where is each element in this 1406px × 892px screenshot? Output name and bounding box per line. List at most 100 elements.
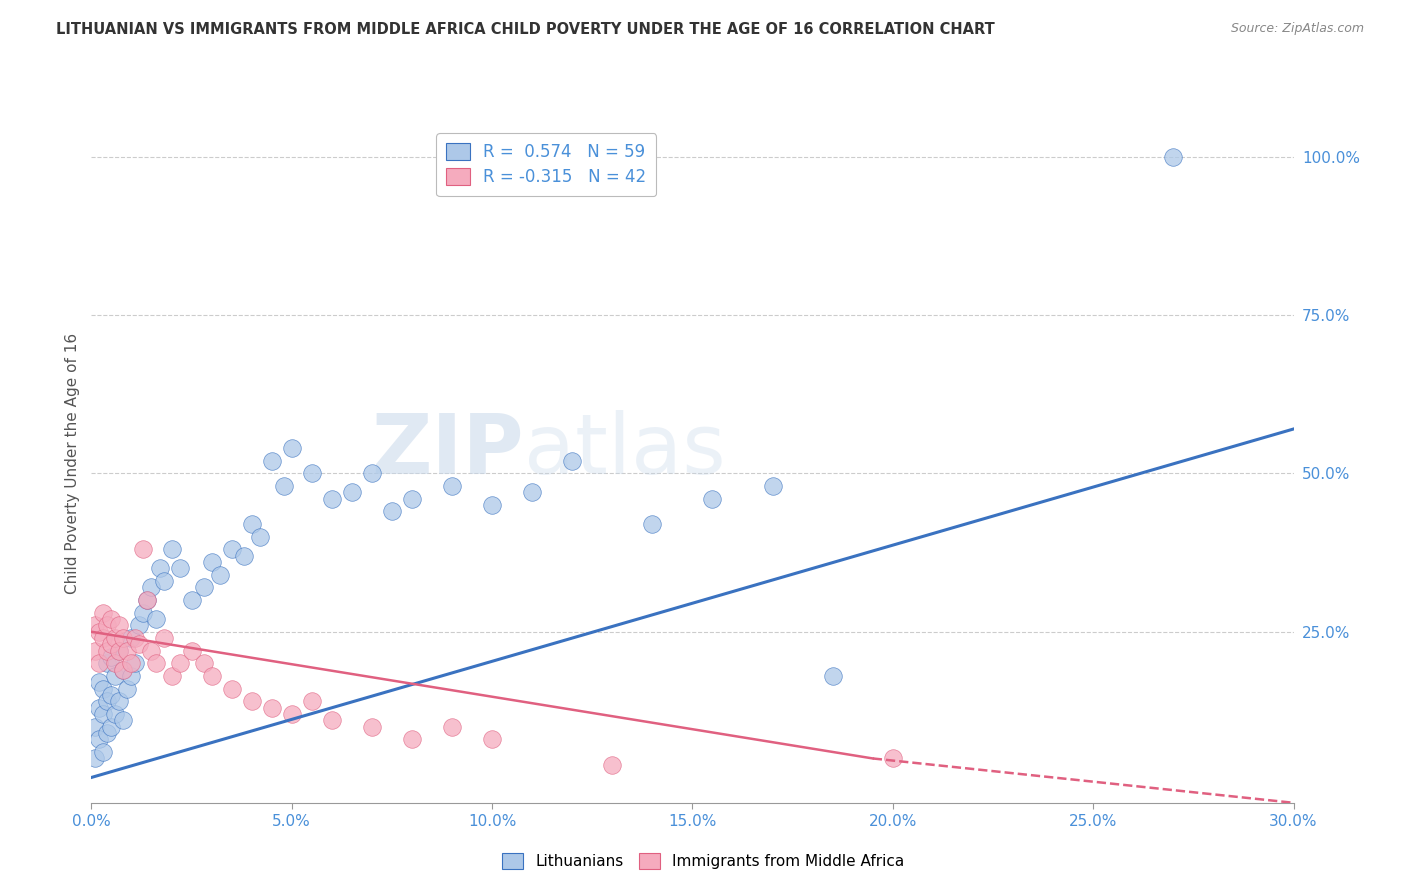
Point [221, 681, 243, 696]
Point [221, 542, 243, 557]
Point [1163, 150, 1185, 164]
Point [481, 732, 503, 747]
Point [100, 637, 122, 651]
Point [260, 453, 283, 467]
Point [104, 631, 127, 645]
Point [301, 467, 323, 481]
Point [128, 618, 150, 632]
Point [89, 624, 111, 639]
Point [193, 657, 215, 671]
Text: LITHUANIAN VS IMMIGRANTS FROM MIDDLE AFRICA CHILD POVERTY UNDER THE AGE OF 16 CO: LITHUANIAN VS IMMIGRANTS FROM MIDDLE AFR… [56, 22, 995, 37]
Point [100, 650, 122, 665]
Point [440, 479, 463, 493]
Point [89, 675, 111, 690]
Point [152, 574, 174, 588]
Point [821, 669, 844, 683]
Point [100, 612, 122, 626]
Point [180, 644, 202, 658]
Text: atlas: atlas [524, 409, 725, 491]
Point [124, 631, 146, 645]
Point [117, 644, 139, 658]
Point [249, 530, 271, 544]
Point [882, 751, 904, 765]
Point [641, 516, 664, 531]
Point [108, 644, 131, 658]
Point [104, 657, 127, 671]
Point [93, 745, 115, 759]
Point [180, 593, 202, 607]
Point [360, 720, 382, 734]
Point [121, 657, 143, 671]
Point [160, 542, 183, 557]
Point [169, 657, 191, 671]
Point [301, 694, 323, 708]
Point [124, 657, 146, 671]
Point [108, 618, 131, 632]
Point [96, 657, 118, 671]
Legend: R =  0.574   N = 59, R = -0.315   N = 42: R = 0.574 N = 59, R = -0.315 N = 42 [436, 133, 657, 196]
Point [112, 663, 135, 677]
Point [208, 567, 231, 582]
Point [201, 555, 224, 569]
Point [117, 681, 139, 696]
Point [340, 485, 363, 500]
Point [121, 669, 143, 683]
Point [108, 694, 131, 708]
Point [112, 631, 135, 645]
Point [240, 694, 263, 708]
Point [762, 479, 785, 493]
Point [381, 504, 404, 518]
Point [84, 618, 107, 632]
Point [193, 581, 215, 595]
Point [602, 757, 624, 772]
Point [522, 485, 544, 500]
Point [112, 714, 135, 728]
Point [93, 681, 115, 696]
Point [112, 663, 135, 677]
Point [281, 441, 304, 455]
Point [321, 714, 343, 728]
Point [96, 618, 118, 632]
Text: ZIP: ZIP [371, 409, 524, 491]
Point [145, 657, 167, 671]
Point [401, 732, 423, 747]
Point [128, 637, 150, 651]
Legend: Lithuanians, Immigrants from Middle Africa: Lithuanians, Immigrants from Middle Afri… [495, 847, 911, 875]
Point [84, 751, 107, 765]
Point [201, 669, 224, 683]
Point [232, 549, 254, 563]
Point [260, 700, 283, 714]
Point [104, 669, 127, 683]
Point [132, 606, 155, 620]
Point [136, 593, 159, 607]
Point [169, 561, 191, 575]
Point [561, 453, 583, 467]
Point [89, 657, 111, 671]
Text: Source: ZipAtlas.com: Source: ZipAtlas.com [1230, 22, 1364, 36]
Point [148, 561, 170, 575]
Point [141, 581, 163, 595]
Point [96, 694, 118, 708]
Point [121, 631, 143, 645]
Point [160, 669, 183, 683]
Point [100, 688, 122, 702]
Point [440, 720, 463, 734]
Point [89, 732, 111, 747]
Point [141, 644, 163, 658]
Y-axis label: Child Poverty Under the Age of 16: Child Poverty Under the Age of 16 [65, 334, 80, 594]
Point [360, 467, 382, 481]
Point [702, 491, 724, 506]
Point [401, 491, 423, 506]
Point [152, 631, 174, 645]
Point [321, 491, 343, 506]
Point [100, 720, 122, 734]
Point [108, 644, 131, 658]
Point [145, 612, 167, 626]
Point [84, 644, 107, 658]
Point [96, 726, 118, 740]
Point [104, 707, 127, 722]
Point [96, 644, 118, 658]
Point [93, 606, 115, 620]
Point [273, 479, 295, 493]
Point [89, 700, 111, 714]
